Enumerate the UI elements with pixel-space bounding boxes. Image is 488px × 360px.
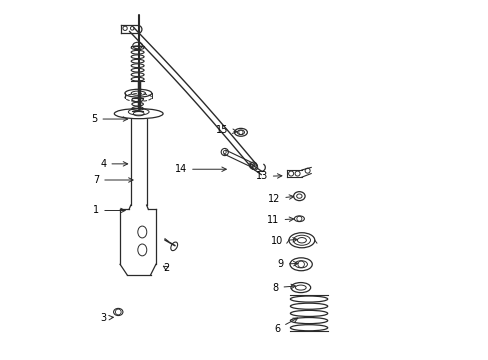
Text: 13: 13 [255, 171, 281, 181]
Text: 6: 6 [274, 318, 297, 334]
Text: 10: 10 [270, 236, 297, 246]
Text: 7: 7 [93, 175, 133, 185]
Text: 12: 12 [267, 194, 293, 204]
Text: 2: 2 [163, 263, 169, 273]
Text: 9: 9 [277, 259, 297, 269]
Text: 5: 5 [91, 114, 127, 124]
Text: 14: 14 [175, 164, 226, 174]
Text: 4: 4 [100, 159, 127, 169]
Text: 15: 15 [216, 125, 237, 135]
Text: 8: 8 [272, 283, 295, 293]
Text: 11: 11 [267, 215, 293, 225]
Text: 1: 1 [93, 206, 125, 216]
Text: 3: 3 [100, 313, 113, 323]
